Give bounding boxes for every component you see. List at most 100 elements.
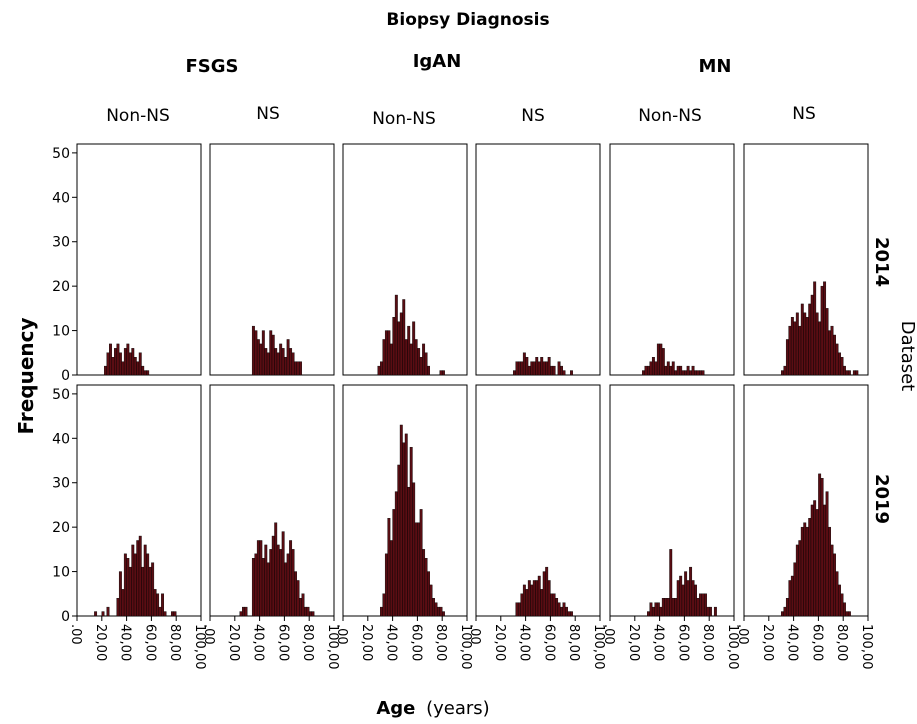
bar xyxy=(404,339,408,376)
x-tick-label: 100,00 xyxy=(859,624,874,670)
bar xyxy=(146,370,150,376)
bar xyxy=(296,580,300,617)
x-tick-label: 40,00 xyxy=(251,624,266,661)
y-tick-label: 0 xyxy=(61,368,70,384)
subgroup-label-mn-ns: NS xyxy=(792,104,816,124)
bar xyxy=(402,299,406,376)
bar xyxy=(412,482,416,617)
bar xyxy=(434,602,438,617)
x-tick-label: 20,00 xyxy=(359,624,374,661)
bar xyxy=(94,611,98,617)
bar xyxy=(254,553,258,617)
bar xyxy=(547,580,551,617)
bar xyxy=(294,571,298,617)
bar xyxy=(439,370,443,376)
x-tick-label: 40,00 xyxy=(785,624,800,661)
bar xyxy=(684,571,688,617)
bar xyxy=(788,325,792,376)
bar xyxy=(148,566,152,617)
bar xyxy=(437,606,440,617)
bar xyxy=(798,325,802,376)
panel-fsgs-ns-2019: .00 20,00 40,00 60,00 80,00 100,00 xyxy=(201,384,340,670)
bar xyxy=(128,352,132,376)
bar xyxy=(171,611,174,617)
bar xyxy=(291,549,295,617)
bar xyxy=(649,602,653,617)
bar xyxy=(691,365,695,376)
bar xyxy=(689,566,693,617)
x-tick-label: 100,00 xyxy=(325,624,340,670)
bar xyxy=(671,361,675,376)
bar xyxy=(843,602,846,617)
bar xyxy=(838,584,841,617)
bar xyxy=(833,334,836,376)
x-tick-label: 80,00 xyxy=(700,624,715,661)
row-label-2014: 2014 xyxy=(871,237,892,287)
bar xyxy=(701,370,705,376)
bar xyxy=(409,446,413,617)
y-tick-label: 10 xyxy=(52,324,70,340)
y-tick-label: 50 xyxy=(52,387,70,403)
bar xyxy=(813,500,817,617)
bar xyxy=(264,544,268,617)
x-tick-label: 40,00 xyxy=(384,624,399,661)
histogram-panels: 0 10 20 30 40 50 0 10 20 30 40 50 .00 20,00 40,00 60,00… xyxy=(52,143,874,670)
bar xyxy=(276,544,280,617)
x-tick-label: 80,00 xyxy=(566,624,581,661)
subgroup-label-igan-ns: NS xyxy=(521,106,545,126)
bar xyxy=(156,593,160,617)
bar xyxy=(143,544,147,617)
bar xyxy=(847,611,851,617)
bar xyxy=(136,540,140,617)
bar xyxy=(104,365,107,376)
x-tick-label: 20,00 xyxy=(226,624,241,661)
bar xyxy=(813,281,817,376)
bar xyxy=(256,339,260,376)
bar xyxy=(537,575,541,617)
subgroup-label-fsgs-non-ns: Non-NS xyxy=(106,106,170,126)
bar xyxy=(570,370,573,376)
bar xyxy=(823,504,827,617)
bar xyxy=(118,571,122,617)
bar xyxy=(552,593,556,617)
bar xyxy=(417,522,421,617)
bar xyxy=(820,478,824,617)
bar xyxy=(676,365,680,376)
bar xyxy=(540,589,544,617)
bar xyxy=(649,361,653,376)
bar xyxy=(530,584,534,617)
bar xyxy=(838,352,841,376)
x-tick-label: 20,00 xyxy=(93,624,108,661)
bar xyxy=(795,312,799,376)
bar xyxy=(412,321,416,376)
bar xyxy=(823,281,827,376)
bar xyxy=(146,553,150,617)
bar xyxy=(123,348,127,376)
bar xyxy=(681,370,685,376)
bar xyxy=(163,611,167,617)
bar xyxy=(671,598,675,617)
bar xyxy=(429,584,433,617)
subgroup-label-fsgs-ns: NS xyxy=(256,104,280,124)
x-tick-label: 60,00 xyxy=(809,624,824,661)
bar xyxy=(153,589,157,617)
x-tick-label: 100,00 xyxy=(458,624,473,670)
bar xyxy=(116,343,120,376)
bar xyxy=(259,540,263,617)
bar xyxy=(123,553,127,617)
bar xyxy=(525,357,529,376)
bar xyxy=(525,589,529,617)
bar xyxy=(109,343,112,376)
bar xyxy=(392,317,396,376)
bar xyxy=(825,308,829,376)
bar xyxy=(392,509,396,617)
bar xyxy=(284,562,288,617)
bar xyxy=(654,361,658,376)
bar xyxy=(696,598,700,617)
bar xyxy=(547,357,551,376)
bar xyxy=(404,433,408,617)
bar xyxy=(808,518,812,617)
bar xyxy=(239,611,243,617)
bar xyxy=(679,575,683,617)
